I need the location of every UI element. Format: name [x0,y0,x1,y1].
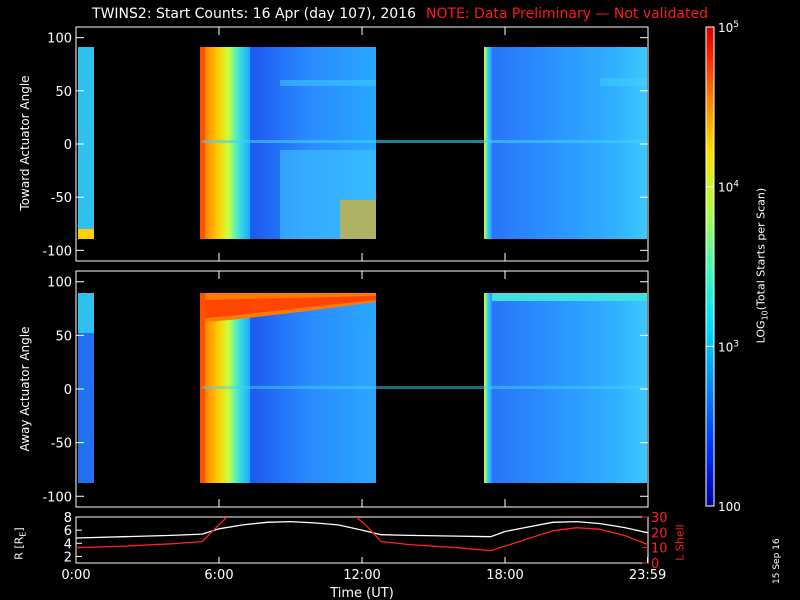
y-tick-label: -100 [42,490,72,505]
y-tick-label-left: 2 [64,550,72,565]
top-heatmap-image [78,47,647,239]
bottom-ylabel-left: R [RE] [12,527,28,560]
y-tick-label-right: 20 [651,526,668,541]
colorbar-tick-label: 103 [718,339,739,354]
top-panel: 100 50 0 -50 -100 [42,26,649,262]
y-tick-label: 50 [55,85,72,100]
y-tick-label-right: 0 [651,557,659,572]
top-ylabel: Toward Actuator Angle [18,75,32,211]
y-tick-label: -50 [51,437,72,452]
x-tick-label: 18:00 [486,568,523,583]
y-tick-label: 50 [55,329,72,344]
y-tick-label: 0 [64,383,72,398]
y-tick-label: 100 [47,32,72,47]
y-tick-label: 0 [64,138,72,153]
colorbar-label: LOG10(Total Starts per Scan) [754,187,770,344]
series-line-l-shell [76,517,648,552]
date-stamp: 15 Sep 16 [772,538,782,584]
y-tick-label: 100 [47,276,72,291]
y-tick-label: -50 [51,191,72,206]
y-tick-label-left: 6 [64,524,72,539]
y-tick-label-right: 30 [651,511,668,526]
colorbar-tick-label: 105 [718,20,739,35]
title-note: NOTE: Data Preliminary — Not validated [426,6,708,22]
colorbar: 105 104 103 100 [705,20,741,514]
x-tick-label: 23:59 [629,568,666,583]
y-tick-label-left: 4 [64,537,72,552]
chart-title: TWINS2: Start Counts: 16 Apr (day 107), … [0,6,800,22]
x-axis-label: Time (UT) [329,586,394,600]
y-tick-label-left: 8 [64,511,72,526]
colorbar-gradient [705,26,715,507]
bottom-panel-frame [75,516,649,564]
title-main: TWINS2: Start Counts: 16 Apr (day 107), … [92,6,416,22]
series-line-r [76,520,648,539]
bottom-ylabel-right: L Shell [673,524,687,561]
middle-panel: 100 50 0 -50 -100 [42,270,649,508]
middle-ylabel: Away Actuator Angle [18,326,32,452]
x-tick-label: 0:00 [61,568,90,583]
x-tick-label: 12:00 [343,568,380,583]
middle-heatmap-image [78,293,647,483]
colorbar-tick-label: 104 [718,180,739,195]
colorbar-tick-label: 100 [718,500,741,514]
x-tick-label: 6:00 [204,568,233,583]
y-tick-label-right: 10 [651,542,668,557]
y-tick-label: -100 [42,244,72,259]
